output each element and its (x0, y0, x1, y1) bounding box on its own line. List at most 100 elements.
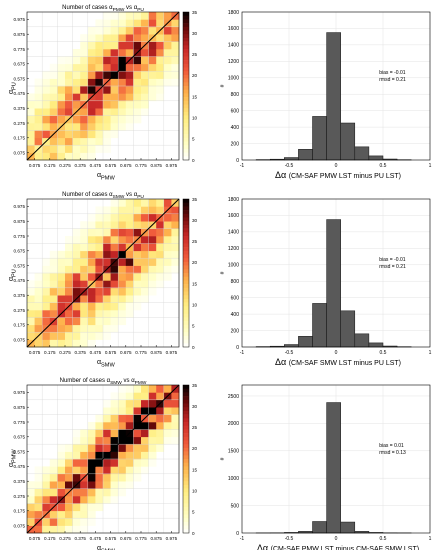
y-tick-label: 0.675 (14, 62, 26, 67)
colorbar-tick-label: 0 (192, 531, 195, 536)
heatmap-cell (34, 108, 43, 116)
heatmap-cell (57, 481, 66, 489)
heatmap-cell (80, 145, 89, 153)
y-tick-label: 0.175 (14, 136, 26, 141)
plot-frame (241, 198, 431, 348)
heatmap-cell (110, 49, 119, 57)
heatmap-cell (110, 280, 119, 289)
heatmap-cell (87, 295, 96, 303)
heatmap-cell (95, 422, 104, 430)
colorbar-segment (183, 414, 189, 419)
heatmap-cell (95, 324, 104, 333)
heatmap-cell (118, 93, 127, 102)
heatmap-cell (27, 488, 35, 497)
heatmap-cell (49, 518, 58, 526)
heatmap-cell (125, 302, 134, 311)
heatmap-cell (156, 199, 165, 207)
heatmap-cell (163, 199, 172, 207)
colorbar-segment (183, 52, 189, 57)
heatmap-cell (72, 332, 81, 340)
colorbar-segment (183, 403, 189, 408)
heatmap-cell (110, 100, 119, 109)
heatmap-cell (87, 436, 96, 445)
heatmap-cell (57, 451, 66, 460)
colorbar-segment (183, 392, 189, 397)
heatmap-cell (95, 496, 104, 504)
x-tick-label: 0.475 (90, 163, 102, 168)
heatmap-cell (42, 302, 51, 311)
colorbar-segment (183, 82, 189, 87)
histogram-bar (284, 344, 299, 348)
heatmap-cell (118, 317, 127, 326)
histogram-bar (312, 303, 327, 348)
heatmap-cell (42, 108, 51, 116)
heatmap-cell (42, 130, 51, 139)
heatmap-cell (156, 34, 165, 42)
y-axis-label-text: αPMW (8, 449, 17, 467)
heatmap-cell (118, 100, 127, 109)
heatmap-cell (156, 228, 165, 237)
y-tick-label: 2500 (228, 394, 239, 400)
heatmap-cell (72, 518, 81, 526)
heatmap-cell (163, 71, 172, 79)
heatmap-cell (110, 459, 119, 467)
stats-bias: bias = -0.01 (379, 70, 405, 76)
heatmap-cell (163, 385, 172, 393)
heatmap-cell (65, 496, 73, 504)
heatmap-cell (171, 258, 180, 266)
x-tick-label: 0.675 (120, 163, 132, 168)
heatmap-cell (65, 100, 73, 109)
y-tick-label: 0.675 (14, 435, 26, 440)
heatmap-cell (110, 115, 119, 124)
colorbar-segment (183, 510, 189, 515)
heatmap-cell (133, 414, 142, 423)
heatmap-cell (72, 258, 81, 266)
colorbar-tick-label: 0 (192, 158, 195, 163)
heatmap-cell (49, 332, 58, 340)
heatmap-cell (42, 145, 51, 153)
heatmap-cell (27, 145, 35, 153)
heatmap-cell (65, 137, 73, 146)
heatmap-cell (148, 213, 157, 222)
heatmap-cell (141, 407, 149, 415)
colorbar-segment (183, 422, 189, 426)
x-tick-label: 0.875 (150, 350, 162, 355)
heatmap-cell (42, 525, 51, 534)
heatmap-cell (141, 436, 149, 445)
y-tick-label: 0.375 (14, 479, 26, 484)
heatmap-cell (133, 295, 142, 303)
heatmap-cell (65, 525, 73, 534)
heatmap-cell (118, 78, 127, 87)
colorbar-tick-label: 15 (192, 281, 198, 286)
colorbar-segment (183, 496, 189, 500)
heatmap-cell (34, 78, 43, 87)
colorbar-segment (183, 19, 189, 24)
heatmap-cell (42, 86, 51, 94)
colorbar-segment (183, 141, 189, 146)
heatmap-cell (110, 473, 119, 482)
heatmap-cell (118, 258, 127, 266)
heatmap-cell (163, 414, 172, 423)
heatmap-cell (118, 49, 127, 57)
heatmap-cell (87, 422, 96, 430)
heatmap-cell (125, 34, 134, 42)
heatmap-cell (118, 115, 127, 124)
heatmap-cell (133, 78, 142, 87)
heatmap-cell (103, 206, 111, 215)
heatmap-cell (125, 49, 134, 57)
heatmap-cell (95, 310, 104, 318)
heatmap-cell (156, 414, 165, 423)
heatmap-cell (57, 145, 66, 153)
heatmap-cell (95, 503, 104, 512)
heatmap-cell (125, 19, 134, 28)
heatmap-cell (65, 71, 73, 79)
heatmap-cell (171, 71, 180, 79)
heatmap-cell (118, 221, 127, 229)
heatmap-cell (65, 236, 73, 244)
heatmap-cell (49, 100, 58, 109)
heatmap-cell (72, 137, 81, 146)
heatmap-cell (72, 243, 81, 252)
x-tick-label: -1 (240, 536, 245, 542)
heatmap-cell (72, 488, 81, 497)
colorbar-segment (183, 30, 189, 35)
